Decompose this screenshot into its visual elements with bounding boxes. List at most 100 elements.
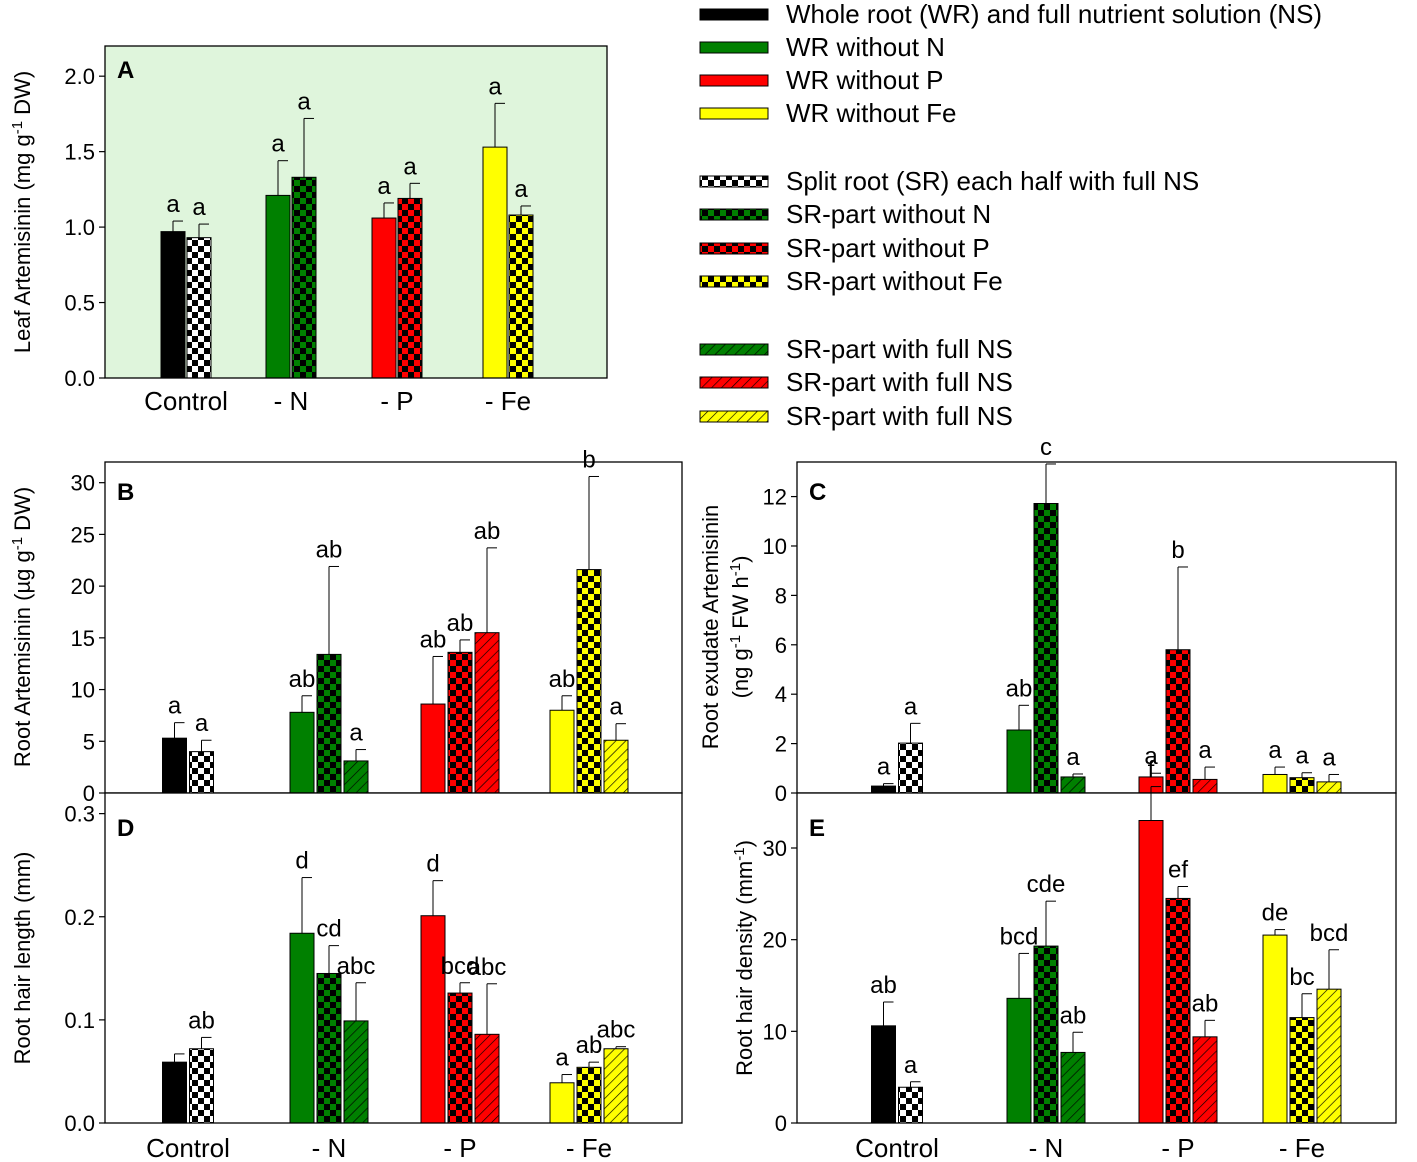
x-category-label: - N (312, 1133, 347, 1162)
bar-fe-checker-2: a (1289, 743, 1315, 794)
y-tick-label: 5 (83, 729, 95, 754)
legend-swatch (699, 41, 769, 54)
bar-rect (162, 737, 187, 794)
bar-p-checker-2: b (1165, 537, 1191, 794)
significance-letter: a (271, 131, 285, 158)
y-tick-label: 10 (763, 1019, 787, 1044)
bar-rect (603, 1048, 629, 1124)
x-category-label: Control (144, 386, 228, 416)
bar-fe-checker-2: ab (576, 1032, 602, 1124)
significance-letter: ab (474, 518, 501, 545)
bar-rect (189, 1048, 214, 1124)
bar-n-solid-1: bcd (1000, 923, 1038, 1124)
y-axis-label: Root hair density (mm-1) (731, 840, 758, 1076)
bar-rect (189, 751, 214, 794)
y-tick-label: 0.0 (64, 366, 95, 391)
x-category-label: - Fe (566, 1133, 612, 1162)
bar-rect (343, 760, 369, 794)
significance-letter: a (1198, 737, 1212, 764)
bar-fe-checker-2: bc (1289, 964, 1315, 1124)
y-tick-label: 6 (775, 633, 787, 658)
legend-entry-7: SR-part without P (699, 233, 990, 263)
bar-control-checker-2: a (898, 1052, 923, 1124)
significance-letter: c (1040, 434, 1052, 461)
legend-swatch (699, 343, 769, 356)
significance-letter: ab (188, 1007, 215, 1034)
bar-rect (316, 653, 342, 794)
x-category-label: - Fe (485, 386, 531, 416)
bar-p-solid-1: d (420, 851, 446, 1124)
legend-entry-4: WR without Fe (699, 98, 957, 128)
bar-rect (162, 1061, 187, 1124)
bar-rect (1006, 729, 1032, 794)
y-tick-label: 0.2 (64, 905, 95, 930)
bar-rect (1006, 997, 1032, 1124)
bar-rect (1262, 934, 1288, 1124)
bar-n-checker-2: cd (316, 916, 342, 1124)
significance-letter: a (877, 754, 891, 781)
bar-n-hatch-3: a (1060, 744, 1086, 794)
bar-rect (291, 176, 317, 379)
bar-n-checker-2: a (291, 88, 317, 379)
significance-letter: a (168, 693, 182, 720)
y-tick-label: 25 (71, 522, 95, 547)
bar-rect (576, 1066, 602, 1124)
y-tick-label: 15 (71, 626, 95, 651)
bar-rect (420, 703, 446, 794)
y-tick-label: 0.1 (64, 1008, 95, 1033)
bar-n-solid-1: a (265, 131, 291, 379)
significance-letter: bcd (441, 953, 480, 980)
bar-rect (1289, 1017, 1315, 1124)
bar-p-solid-1: ab (420, 626, 446, 794)
bar-control-checker-2: a (189, 710, 214, 794)
bar-rect (549, 709, 575, 794)
legend-entry-8: SR-part without Fe (699, 266, 1003, 296)
legend-entry-1: Whole root (WR) and full nutrient soluti… (699, 0, 1322, 29)
x-category-label: - N (274, 386, 309, 416)
y-tick-label: 2 (775, 732, 787, 757)
bar-n-hatch-3: a (343, 720, 369, 794)
bar-rect (898, 1086, 923, 1124)
significance-letter: ab (1060, 1002, 1087, 1029)
significance-letter: abc (468, 954, 507, 981)
y-axis-label: Root Artemisinin (µg g-1 DW) (9, 487, 36, 767)
bar-p-hatch-3: a (1192, 737, 1218, 794)
significance-letter: a (349, 720, 363, 747)
bar-rect (289, 711, 315, 794)
bar-rect (1060, 1051, 1086, 1124)
plot-frame (104, 792, 683, 1124)
y-tick-label: 0.0 (64, 1111, 95, 1136)
legend-swatch (699, 275, 769, 288)
legend-entry-10: SR-part with full NS (699, 367, 1013, 397)
y-tick-label: 1.0 (64, 215, 95, 240)
plot-frame (104, 45, 608, 379)
legend-label: Whole root (WR) and full nutrient soluti… (786, 0, 1322, 29)
bar-rect (1316, 781, 1342, 794)
legend-entry-3: WR without P (699, 65, 944, 95)
significance-letter: a (1066, 744, 1080, 771)
significance-letter: a (904, 693, 918, 720)
bar-rect (289, 932, 315, 1124)
bar-n-hatch-3: abc (337, 953, 375, 1124)
bar-p-hatch-3: ab (474, 518, 501, 794)
bar-rect (508, 214, 534, 379)
x-category-label: - Fe (1279, 1133, 1325, 1162)
legend-label: SR-part without P (786, 233, 990, 263)
bar-rect (1316, 988, 1342, 1124)
significance-letter: b (582, 446, 595, 473)
bar-p-checker-2: bcd (441, 953, 480, 1124)
legend-entry-6: SR-part without N (699, 199, 991, 229)
bar-p-checker-2: a (397, 153, 423, 379)
bar-rect (447, 992, 473, 1124)
bar-fe-hatch-3: abc (597, 1017, 635, 1124)
x-category-label: - P (380, 386, 413, 416)
significance-letter: d (295, 848, 308, 875)
legend-swatch (699, 8, 769, 21)
bar-rect (1192, 778, 1218, 794)
y-tick-label: 30 (763, 836, 787, 861)
y-axis-label: Root hair length (mm) (10, 852, 35, 1065)
legend-swatch (699, 242, 769, 255)
